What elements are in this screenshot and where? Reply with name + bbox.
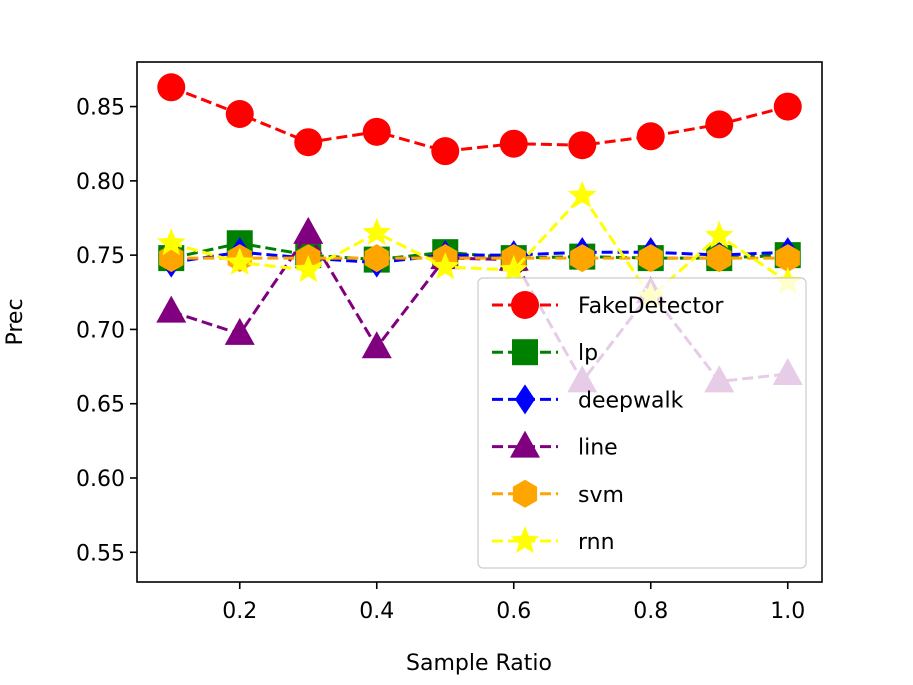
data-point-line bbox=[361, 331, 392, 359]
y-tick-label: 0.65 bbox=[76, 393, 125, 418]
legend-item-line: line bbox=[492, 430, 618, 461]
series-layer bbox=[156, 73, 803, 393]
series-line-deepwalk bbox=[171, 250, 788, 265]
data-point-svm bbox=[775, 244, 800, 273]
data-point-svm bbox=[570, 244, 595, 273]
x-tick-label: 0.2 bbox=[222, 599, 257, 624]
legend-item-lp: lp bbox=[492, 339, 598, 366]
data-point-line bbox=[224, 317, 255, 345]
legend-item-FakeDetector: FakeDetector bbox=[492, 291, 724, 319]
series-line-FakeDetector bbox=[170, 85, 789, 153]
data-point-line bbox=[156, 295, 187, 323]
legend-box bbox=[477, 277, 807, 569]
legend-marker-lp bbox=[512, 339, 538, 366]
legend-marker-deepwalk bbox=[515, 384, 535, 415]
data-point-rnn bbox=[499, 255, 528, 283]
x-tick-label: 0.8 bbox=[633, 599, 668, 624]
data-point-FakeDetector bbox=[568, 131, 597, 160]
data-point-FakeDetector bbox=[362, 117, 391, 146]
data-point-FakeDetector bbox=[294, 128, 323, 157]
y-tick-label: 0.55 bbox=[76, 541, 125, 566]
plot-frame bbox=[136, 61, 823, 583]
x-tick-label: 1.0 bbox=[770, 599, 805, 624]
data-point-FakeDetector bbox=[705, 110, 734, 139]
series-FakeDetector bbox=[157, 73, 802, 166]
legend-label: svm bbox=[578, 483, 624, 508]
y-tick-label: 0.75 bbox=[76, 244, 125, 269]
x-tick-label: 0.4 bbox=[359, 599, 394, 624]
data-point-rnn bbox=[362, 217, 391, 245]
data-point-FakeDetector bbox=[225, 100, 254, 128]
y-tick-label: 0.80 bbox=[76, 170, 125, 195]
legend-label: lp bbox=[578, 341, 598, 366]
x-tick-label: 0.6 bbox=[496, 599, 531, 624]
series-line-rnn bbox=[170, 193, 789, 299]
legend-item-rnn: rnn bbox=[492, 526, 615, 555]
legend-item-deepwalk: deepwalk bbox=[492, 384, 684, 415]
data-point-rnn bbox=[225, 247, 254, 275]
legend-marker-rnn bbox=[510, 526, 540, 554]
data-point-rnn bbox=[157, 228, 186, 256]
legend-label: rnn bbox=[578, 530, 615, 555]
legend-marker-line bbox=[510, 430, 540, 458]
data-point-FakeDetector bbox=[431, 137, 460, 166]
x-axis-label: Sample Ratio bbox=[406, 651, 552, 676]
data-point-rnn bbox=[431, 252, 460, 280]
y-axis-label: Prec bbox=[3, 298, 28, 345]
data-point-rnn bbox=[568, 180, 597, 208]
data-point-FakeDetector bbox=[499, 129, 528, 158]
legend-label: deepwalk bbox=[578, 388, 684, 413]
legend-item-svm: svm bbox=[492, 479, 624, 508]
y-tick-label: 0.70 bbox=[76, 318, 125, 343]
data-point-FakeDetector bbox=[773, 92, 802, 121]
data-point-rnn bbox=[705, 220, 734, 248]
legend: FakeDetector lp deepwalk line svm rnn bbox=[477, 277, 807, 569]
data-point-line bbox=[293, 216, 324, 244]
legend-label: line bbox=[578, 436, 618, 461]
legend-label: FakeDetector bbox=[578, 294, 724, 319]
y-tick-label: 0.85 bbox=[76, 96, 125, 121]
data-point-rnn bbox=[294, 255, 323, 283]
legend-marker-svm bbox=[512, 479, 538, 508]
x-axis: 0.2 0.4 0.6 0.8 1.0 bbox=[222, 582, 805, 624]
data-point-svm bbox=[638, 244, 663, 273]
legend-marker-FakeDetector bbox=[511, 291, 539, 319]
y-tick-label: 0.60 bbox=[76, 467, 125, 492]
data-point-svm bbox=[707, 244, 732, 273]
data-point-FakeDetector bbox=[636, 122, 665, 151]
y-axis: 0.55 0.60 0.65 0.70 0.75 0.80 0.85 bbox=[76, 96, 137, 566]
data-point-FakeDetector bbox=[157, 73, 186, 102]
data-point-svm bbox=[364, 244, 389, 273]
